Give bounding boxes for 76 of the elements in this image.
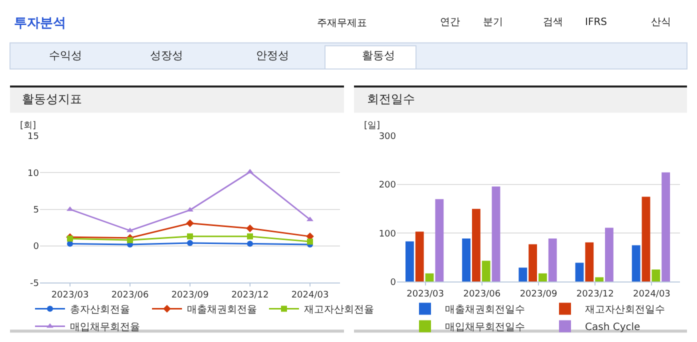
y-tick-label: 0 bbox=[390, 278, 396, 288]
text: 검색 bbox=[543, 17, 563, 28]
point bbox=[67, 236, 73, 242]
x-tick-label: 2023/06 bbox=[111, 290, 149, 300]
y-tick-label: 0 bbox=[33, 242, 40, 252]
x-tick-label: 2023/09 bbox=[171, 290, 209, 300]
point bbox=[126, 228, 134, 232]
point bbox=[187, 240, 193, 246]
point bbox=[246, 224, 254, 232]
bar bbox=[462, 238, 471, 282]
bar bbox=[595, 277, 604, 282]
y-tick-label: 300 bbox=[378, 132, 396, 142]
bar bbox=[435, 199, 444, 282]
text: 성장성 bbox=[150, 49, 183, 62]
point bbox=[186, 219, 194, 228]
bar bbox=[528, 244, 538, 282]
y-axis-title: [일] bbox=[364, 121, 380, 131]
legend-label: 매입채무회전일수 bbox=[445, 322, 525, 334]
bar bbox=[662, 172, 670, 282]
bar bbox=[632, 245, 640, 282]
bar bbox=[482, 260, 490, 282]
x-tick-label: 2023/06 bbox=[463, 289, 501, 300]
point bbox=[66, 206, 74, 211]
point bbox=[246, 168, 254, 174]
bar bbox=[585, 242, 594, 282]
x-tick-label: 2023/03 bbox=[406, 289, 444, 300]
text: IFRS bbox=[585, 17, 607, 28]
y-axis-title: [회] bbox=[20, 121, 36, 131]
text: 분기 bbox=[483, 17, 503, 28]
bar bbox=[575, 262, 584, 282]
text: 투자분석 bbox=[14, 16, 66, 31]
x-tick-label: 2024/03 bbox=[633, 289, 670, 300]
legend-label: 매입채무회전율 bbox=[70, 322, 140, 334]
point bbox=[307, 238, 313, 245]
legend-label: 매출채권회전일수 bbox=[445, 304, 525, 316]
bar bbox=[425, 273, 434, 282]
y-tick-label: 15 bbox=[28, 132, 39, 142]
chart-title: 회전일수 bbox=[367, 92, 415, 106]
text: 수익성 bbox=[49, 49, 82, 62]
legend-label: Cash Cycle bbox=[585, 322, 640, 334]
bar bbox=[652, 270, 660, 282]
point bbox=[187, 233, 193, 240]
point bbox=[127, 237, 133, 244]
legend-label: 재고자산회전율 bbox=[304, 304, 374, 316]
text: 산식 bbox=[651, 17, 671, 28]
y-tick-label: 100 bbox=[378, 229, 396, 240]
bar bbox=[548, 238, 557, 282]
point bbox=[247, 240, 253, 247]
point bbox=[186, 207, 194, 212]
text: 연간 bbox=[440, 17, 460, 28]
point bbox=[247, 233, 253, 240]
text: 안정성 bbox=[256, 49, 289, 62]
chart-title: 활동성지표 bbox=[22, 92, 82, 106]
y-tick-label: -5 bbox=[30, 278, 39, 289]
y-tick-label: 10 bbox=[28, 168, 40, 179]
bar bbox=[518, 268, 528, 282]
bar bbox=[405, 241, 414, 282]
legend-label: 재고자산회전일수 bbox=[585, 304, 665, 316]
bar bbox=[472, 208, 480, 282]
x-tick-label: 2023/09 bbox=[520, 289, 558, 300]
text: 활동성 bbox=[362, 49, 395, 62]
y-tick-label: 5 bbox=[33, 205, 39, 216]
bar bbox=[538, 273, 547, 282]
y-tick-label: 200 bbox=[378, 180, 396, 191]
x-tick-label: 2023/12 bbox=[576, 289, 614, 300]
legend-label: 매출채권회전율 bbox=[187, 304, 257, 316]
point bbox=[306, 216, 314, 222]
bar bbox=[415, 232, 424, 282]
legend-label: 총자산회전율 bbox=[70, 304, 130, 316]
x-tick-label: 2023/12 bbox=[231, 290, 269, 300]
bar bbox=[605, 228, 614, 282]
x-tick-label: 2024/03 bbox=[291, 290, 329, 300]
text: 주재무제표 bbox=[317, 18, 367, 29]
bar bbox=[492, 186, 500, 282]
x-tick-label: 2023/03 bbox=[51, 290, 89, 300]
bar bbox=[642, 196, 650, 282]
